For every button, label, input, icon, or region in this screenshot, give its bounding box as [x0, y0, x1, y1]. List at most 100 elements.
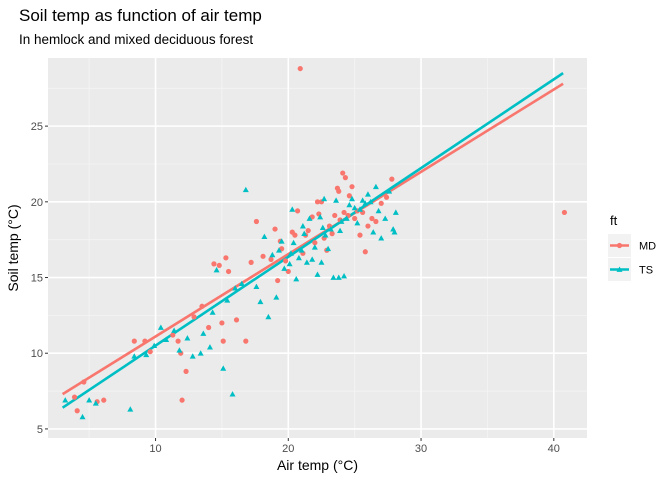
data-point-ts — [86, 397, 93, 403]
data-point-ts — [325, 245, 332, 252]
data-point-ts — [269, 251, 276, 258]
data-point-ts — [200, 330, 207, 336]
data-point-md — [342, 175, 348, 181]
data-point-ts — [370, 229, 377, 235]
data-point-ts — [333, 197, 340, 203]
legend: ft MD TS — [608, 213, 656, 281]
data-point-ts — [335, 274, 342, 280]
data-point-ts — [209, 309, 216, 315]
data-point-ts — [351, 204, 358, 211]
data-point-ts — [143, 351, 150, 358]
data-point-ts — [286, 260, 293, 267]
data-point-ts — [309, 256, 316, 262]
data-point-ts — [220, 365, 227, 371]
data-point-ts — [303, 259, 310, 265]
y-tick-label: 15 — [31, 273, 43, 285]
data-point-ts — [354, 220, 361, 226]
data-point-ts — [157, 324, 164, 330]
data-point-ts — [127, 406, 134, 412]
data-point-ts — [238, 280, 245, 286]
data-point-ts — [213, 266, 220, 273]
data-point-ts — [206, 344, 213, 350]
data-point-ts — [330, 274, 337, 280]
data-point-md — [383, 194, 390, 200]
fit-line-ts — [61, 72, 564, 409]
data-point-md — [199, 303, 205, 309]
y-axis-title: Soil temp (°C) — [5, 204, 21, 291]
data-point-md — [71, 394, 78, 400]
data-point-md — [305, 227, 311, 234]
data-point-md — [183, 368, 189, 374]
x-tick-label: 20 — [282, 443, 294, 455]
data-point-md — [329, 231, 335, 237]
y-tick-label: 25 — [31, 121, 43, 133]
data-point-ts — [301, 230, 308, 237]
data-point-md — [268, 256, 274, 262]
data-point-ts — [392, 209, 399, 215]
legend-marker-ts — [616, 266, 623, 272]
data-point-ts — [375, 207, 382, 214]
data-point-md — [170, 332, 176, 338]
legend-title: ft — [610, 213, 618, 228]
y-axis: 5 10 15 20 25 — [31, 121, 48, 436]
legend-marker-md — [616, 242, 623, 249]
data-point-md — [275, 277, 281, 284]
data-point-md — [373, 218, 379, 225]
data-point-ts — [382, 215, 389, 221]
data-point-ts — [293, 276, 300, 282]
data-point-md — [142, 338, 148, 344]
data-point-md — [362, 249, 368, 255]
data-point-ts — [278, 238, 285, 244]
data-point-ts — [367, 198, 374, 205]
data-point-md — [260, 253, 266, 259]
data-point-ts — [151, 342, 158, 349]
data-point-ts — [79, 413, 86, 420]
data-point-md — [389, 176, 395, 182]
data-point-ts — [349, 195, 356, 202]
legend-label-md: MD — [639, 241, 656, 253]
points-layer — [62, 65, 568, 420]
data-point-md — [175, 338, 181, 344]
x-tick-label: 10 — [149, 443, 161, 455]
x-tick-label: 30 — [415, 443, 427, 455]
data-point-md — [312, 240, 318, 246]
data-point-md — [179, 397, 185, 403]
data-point-md — [233, 317, 240, 323]
data-point-md — [294, 208, 301, 214]
data-point-md — [369, 215, 375, 222]
data-point-md — [81, 379, 87, 385]
data-point-ts — [378, 235, 385, 241]
data-point-ts — [364, 191, 371, 197]
data-point-md — [225, 268, 232, 275]
data-point-ts — [276, 247, 282, 253]
data-point-md — [220, 338, 226, 344]
data-point-md — [561, 209, 568, 216]
data-point-ts — [343, 215, 350, 221]
data-point-ts — [184, 335, 191, 341]
data-point-md — [147, 349, 153, 355]
data-point-ts — [171, 327, 178, 333]
data-point-ts — [253, 283, 260, 289]
data-point-md — [352, 215, 358, 222]
data-point-ts — [359, 197, 366, 203]
data-point-md — [74, 408, 80, 414]
data-point-md — [219, 320, 225, 326]
data-point-md — [346, 193, 352, 199]
data-point-ts — [337, 227, 344, 233]
data-point-md — [314, 199, 321, 205]
data-point-ts — [242, 186, 249, 193]
data-point-ts — [362, 200, 369, 206]
data-point-md — [211, 261, 217, 267]
plot-panel — [48, 58, 587, 438]
data-point-ts — [386, 188, 393, 194]
x-tick-label: 40 — [548, 443, 560, 455]
data-point-ts — [92, 400, 99, 406]
legend-label-ts: TS — [639, 265, 653, 277]
data-point-md — [248, 259, 254, 265]
data-point-md — [223, 255, 229, 261]
data-point-ts — [229, 391, 236, 397]
data-point-md — [332, 212, 338, 219]
data-point-md — [101, 397, 107, 403]
y-tick-label: 20 — [31, 197, 43, 209]
